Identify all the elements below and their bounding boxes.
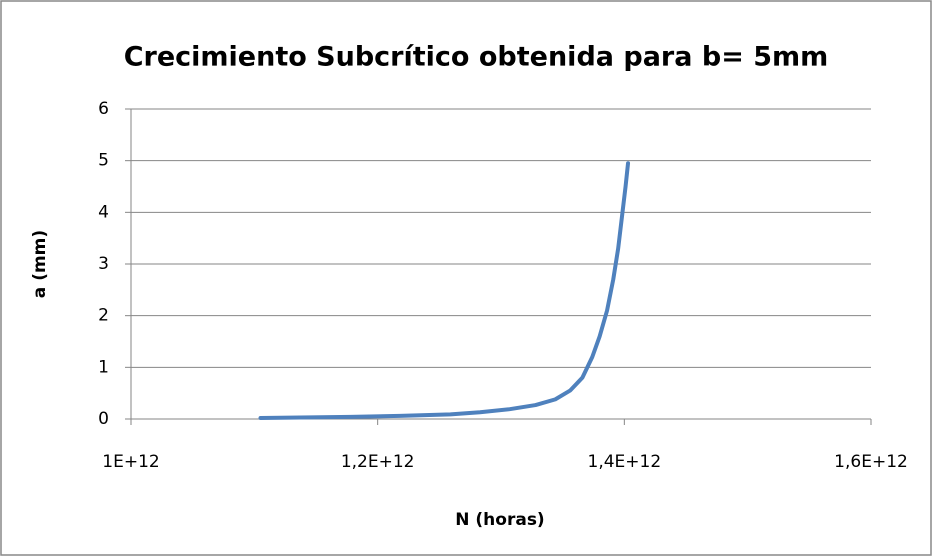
x-tick-label: 1,4E+12 bbox=[588, 452, 662, 472]
y-axis-label: a (mm) bbox=[30, 230, 50, 298]
y-tick-label: 4 bbox=[98, 202, 109, 222]
y-tick-label: 2 bbox=[98, 306, 109, 326]
chart-title: Crecimiento Subcrítico obtenida para b= … bbox=[124, 42, 829, 73]
data-line bbox=[258, 161, 631, 420]
x-tick-label: 1E+12 bbox=[102, 452, 159, 472]
x-tick-label: 1,6E+12 bbox=[834, 452, 908, 472]
y-tick-label: 6 bbox=[98, 99, 109, 119]
x-tick-label: 1,2E+12 bbox=[341, 452, 415, 472]
x-axis-label: N (horas) bbox=[455, 510, 544, 530]
y-tick-label: 1 bbox=[98, 357, 109, 377]
y-tick-label: 3 bbox=[98, 254, 109, 274]
y-tick-label: 5 bbox=[98, 151, 109, 171]
y-tick-label: 0 bbox=[98, 409, 109, 429]
